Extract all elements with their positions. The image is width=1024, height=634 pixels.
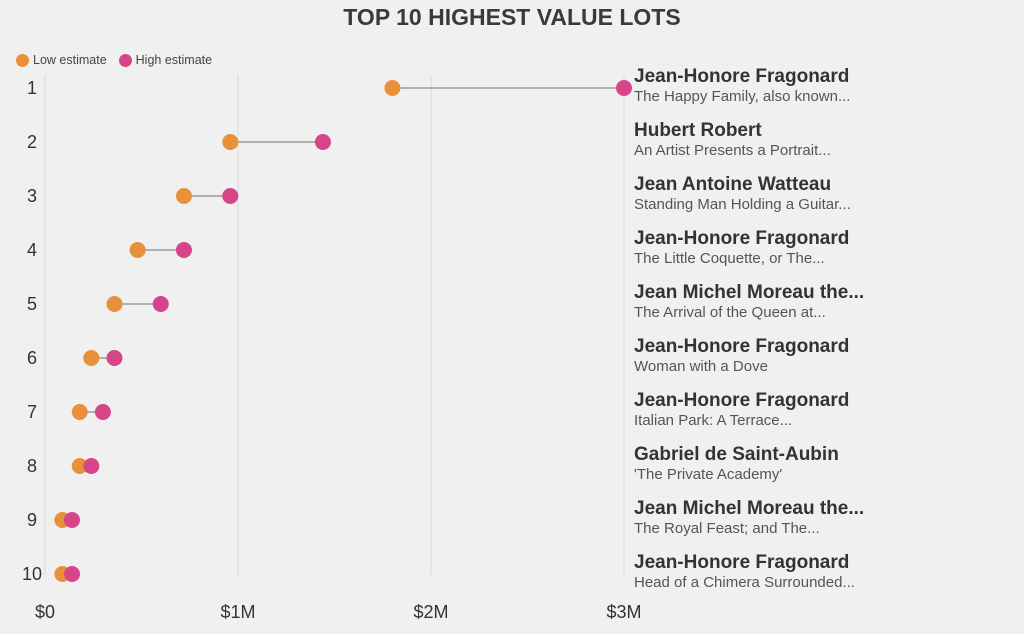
work-title: An Artist Presents a Portrait... <box>634 142 831 159</box>
high-estimate-point <box>222 188 239 204</box>
low-estimate-point <box>222 134 239 150</box>
artist-name: Gabriel de Saint-Aubin <box>634 444 839 465</box>
artist-name: Jean-Honore Fragonard <box>634 336 849 357</box>
high-estimate-point <box>175 242 192 258</box>
low-estimate-point <box>83 350 100 366</box>
x-tick-label: $3M <box>606 602 641 622</box>
rank-label: 4 <box>27 240 37 260</box>
rank-label: 6 <box>27 348 37 368</box>
low-estimate-point <box>71 458 88 474</box>
artist-name: Jean Michel Moreau the... <box>634 282 864 303</box>
artist-name: Jean-Honore Fragonard <box>634 66 849 87</box>
rank-label: 10 <box>22 564 42 584</box>
artist-name: Jean Michel Moreau the... <box>634 498 864 519</box>
high-estimate-point <box>152 296 169 312</box>
work-title: Standing Man Holding a Guitar... <box>634 196 851 213</box>
rank-label: 8 <box>27 456 37 476</box>
work-title: The Happy Family, also known... <box>634 88 850 105</box>
legend-item-low: Low estimate <box>16 53 107 67</box>
rank-label: 9 <box>27 510 37 530</box>
high-estimate-point <box>314 134 331 150</box>
high-estimate-point <box>616 80 632 96</box>
low-estimate-point <box>175 188 192 204</box>
rank-label: 7 <box>27 402 37 422</box>
x-tick-label: $1M <box>220 602 255 622</box>
x-tick-label: $0 <box>35 602 55 622</box>
work-title: The Royal Feast; and The... <box>634 520 820 537</box>
high-estimate-point <box>64 512 81 528</box>
rank-label: 1 <box>27 78 37 98</box>
high-estimate-point <box>64 566 81 582</box>
rank-label: 3 <box>27 186 37 206</box>
legend-item-high: High estimate <box>118 53 213 67</box>
high-estimate-point <box>83 458 100 474</box>
rank-label: 5 <box>27 294 37 314</box>
legend-label-low: Low estimate <box>33 53 107 67</box>
artist-name: Jean-Honore Fragonard <box>634 552 849 573</box>
low-estimate-point <box>129 242 146 258</box>
work-title: The Little Coquette, or The... <box>634 250 825 267</box>
artist-name: Hubert Robert <box>634 120 762 141</box>
work-title: 'The Private Academy' <box>634 466 782 483</box>
low-estimate-point <box>71 404 88 420</box>
x-tick-label: $2M <box>413 602 448 622</box>
high-estimate-point <box>94 404 111 420</box>
artist-name: Jean-Honore Fragonard <box>634 228 849 249</box>
legend-label-high: High estimate <box>135 53 213 67</box>
low-estimate-point <box>106 296 123 312</box>
artist-name: Jean Antoine Watteau <box>634 174 831 195</box>
work-title: The Arrival of the Queen at... <box>634 304 826 321</box>
work-title: Italian Park: A Terrace... <box>634 412 792 429</box>
legend-swatch-high <box>118 53 132 67</box>
work-title: Woman with a Dove <box>634 358 768 375</box>
rank-label: 2 <box>27 132 37 152</box>
low-estimate-point <box>384 80 401 96</box>
legend-swatch-low <box>16 53 29 67</box>
legend: Low estimate High estimate <box>16 53 224 67</box>
high-estimate-point <box>106 350 123 366</box>
artist-name: Jean-Honore Fragonard <box>634 390 849 411</box>
work-title: Head of a Chimera Surrounded... <box>634 574 855 591</box>
chart-title: TOP 10 HIGHEST VALUE LOTS <box>343 4 681 30</box>
